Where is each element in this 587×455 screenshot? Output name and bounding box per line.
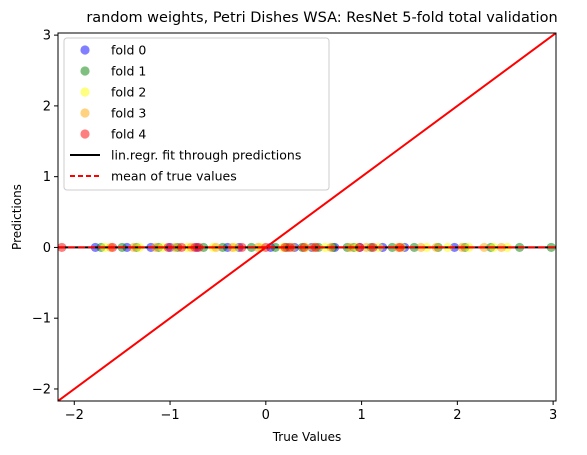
x-tick-label: 0 — [262, 408, 270, 423]
y-tick-label: −1 — [32, 312, 51, 327]
legend-label: fold 1 — [111, 64, 146, 79]
legend-marker — [80, 108, 90, 118]
legend-box — [63, 37, 330, 191]
y-axis-label: Predictions — [10, 184, 24, 250]
y-tick-label: 2 — [43, 99, 51, 114]
x-tick-label: 1 — [357, 408, 365, 423]
legend-marker — [80, 129, 90, 139]
x-tick-label: 3 — [549, 408, 557, 423]
legend-marker — [80, 87, 90, 97]
legend-label: mean of true values — [111, 169, 237, 184]
plot-frame — [57, 32, 557, 402]
legend-label: fold 2 — [111, 85, 146, 100]
legend-label: lin.regr. fit through predictions — [111, 148, 301, 163]
x-tick-label: −1 — [160, 408, 179, 423]
legend-label: fold 4 — [111, 127, 146, 142]
x-tick-label: 2 — [453, 408, 461, 423]
y-tick-label: 3 — [43, 29, 51, 44]
plot-area — [58, 33, 556, 401]
y-tick-label: 0 — [43, 241, 51, 256]
legend-label: fold 0 — [111, 43, 146, 58]
legend: fold 0 fold 1 fold 2 fold 3 fold 4 lin.regr. … — [63, 37, 330, 191]
x-tick-label: −2 — [65, 408, 84, 423]
legend-marker — [80, 66, 90, 76]
legend-marker — [80, 45, 90, 55]
line-identity — [58, 33, 556, 401]
data-layer — [58, 33, 556, 401]
chart-title: random weights, Petri Dishes WSA: ResNet… — [86, 10, 557, 26]
y-tick-label: 1 — [43, 170, 51, 185]
y-tick-label: −2 — [32, 382, 51, 397]
legend-label: fold 3 — [111, 106, 146, 121]
x-axis-label: True Values — [272, 430, 342, 444]
